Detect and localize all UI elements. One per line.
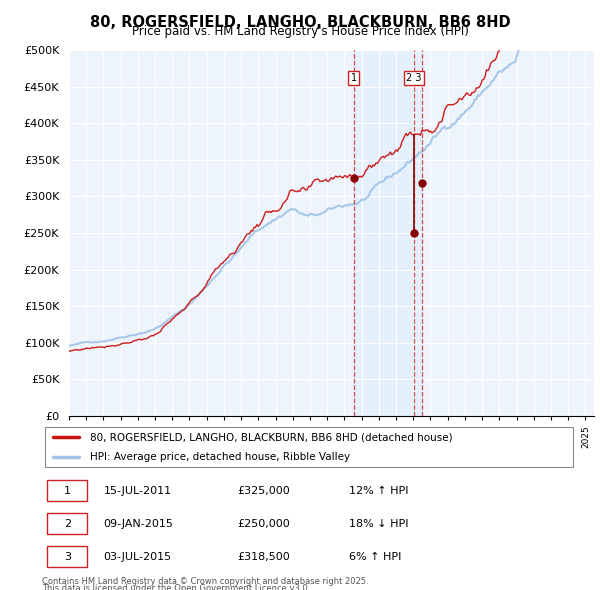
Text: 18% ↓ HPI: 18% ↓ HPI <box>349 519 409 529</box>
Text: 1: 1 <box>350 73 357 83</box>
Text: 2 3: 2 3 <box>406 73 421 83</box>
Text: 80, ROGERSFIELD, LANGHO, BLACKBURN, BB6 8HD (detached house): 80, ROGERSFIELD, LANGHO, BLACKBURN, BB6 … <box>90 432 452 442</box>
Text: 1: 1 <box>64 486 71 496</box>
Text: 2: 2 <box>64 519 71 529</box>
Text: 03-JUL-2015: 03-JUL-2015 <box>103 552 172 562</box>
Text: 15-JUL-2011: 15-JUL-2011 <box>103 486 172 496</box>
Text: This data is licensed under the Open Government Licence v3.0.: This data is licensed under the Open Gov… <box>42 584 310 590</box>
Text: 09-JAN-2015: 09-JAN-2015 <box>103 519 173 529</box>
Text: £250,000: £250,000 <box>237 519 290 529</box>
FancyBboxPatch shape <box>47 513 88 534</box>
Text: 3: 3 <box>64 552 71 562</box>
Text: Contains HM Land Registry data © Crown copyright and database right 2025.: Contains HM Land Registry data © Crown c… <box>42 577 368 586</box>
Text: HPI: Average price, detached house, Ribble Valley: HPI: Average price, detached house, Ribb… <box>90 452 350 461</box>
Text: 80, ROGERSFIELD, LANGHO, BLACKBURN, BB6 8HD: 80, ROGERSFIELD, LANGHO, BLACKBURN, BB6 … <box>89 15 511 30</box>
FancyBboxPatch shape <box>47 480 88 501</box>
FancyBboxPatch shape <box>44 427 574 467</box>
Text: £318,500: £318,500 <box>237 552 290 562</box>
FancyBboxPatch shape <box>47 546 88 567</box>
Text: £325,000: £325,000 <box>237 486 290 496</box>
Text: 6% ↑ HPI: 6% ↑ HPI <box>349 552 401 562</box>
Bar <box>354 50 422 416</box>
Text: Price paid vs. HM Land Registry's House Price Index (HPI): Price paid vs. HM Land Registry's House … <box>131 25 469 38</box>
Text: 12% ↑ HPI: 12% ↑ HPI <box>349 486 409 496</box>
